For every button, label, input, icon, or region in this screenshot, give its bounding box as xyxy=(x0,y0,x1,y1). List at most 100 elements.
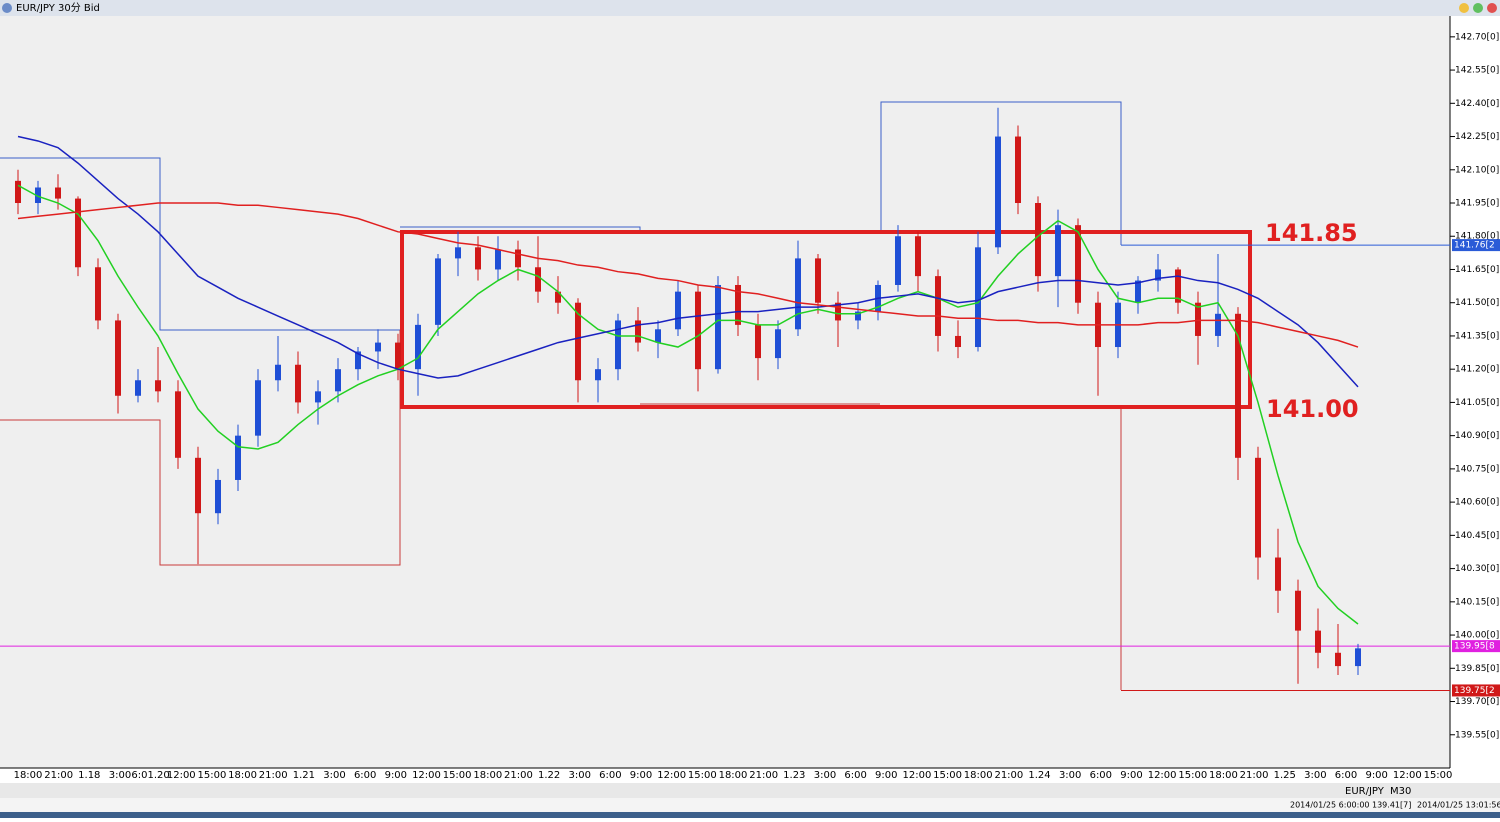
candle-body xyxy=(635,320,641,343)
candle-body xyxy=(1175,269,1181,303)
x-tick-label: 6:00 xyxy=(1335,770,1357,781)
candle-body xyxy=(315,391,321,403)
window-title: EUR/JPY 30分 Bid xyxy=(16,2,100,14)
candle-body xyxy=(695,291,701,370)
y-tick-label: 142.25[0] xyxy=(1455,132,1499,142)
y-tick-label: 142.10[0] xyxy=(1455,165,1499,175)
y-tick-label: 140.60[0] xyxy=(1455,498,1499,508)
candle-body xyxy=(355,351,361,370)
x-tick-label: 21:00 xyxy=(1240,770,1269,781)
y-tick-label: 140.30[0] xyxy=(1455,564,1499,574)
y-tick-label: 139.55[0] xyxy=(1455,730,1499,740)
scrollbar[interactable] xyxy=(0,783,1500,798)
candle-body xyxy=(1075,225,1081,303)
candle-body xyxy=(1055,225,1061,277)
x-tick-label: 21:00 xyxy=(749,770,778,781)
moving-average xyxy=(17,184,1359,625)
x-tick-label: 3:00 xyxy=(814,770,836,781)
candle-body xyxy=(655,329,661,343)
status-time: 2014/01/25 13:01:56 xyxy=(1417,801,1500,810)
range-boxes xyxy=(0,101,1252,690)
x-tick-label: 1.23 xyxy=(783,770,805,781)
candle-body xyxy=(1315,630,1321,653)
candle-body xyxy=(455,247,461,259)
x-tick-label: 3:00 xyxy=(1059,770,1081,781)
x-tick-label: 6:00 xyxy=(844,770,866,781)
candle-body xyxy=(15,180,21,204)
candle-body xyxy=(275,364,281,381)
highlight-box xyxy=(400,230,1252,409)
y-tick-label: 139.70[0] xyxy=(1455,697,1499,707)
candle-body xyxy=(95,267,101,321)
y-tick-label: 141.80[0] xyxy=(1455,232,1499,242)
x-tick-label: 15:00 xyxy=(197,770,226,781)
candle-body xyxy=(735,284,741,325)
candle-body xyxy=(555,291,561,303)
x-tick-label: 15:00 xyxy=(443,770,472,781)
max-button[interactable] xyxy=(1473,3,1483,13)
candle-body xyxy=(1015,136,1021,204)
annotation: 141.00 xyxy=(1266,395,1359,423)
candle-body xyxy=(895,236,901,285)
candle-body xyxy=(155,380,161,392)
x-tick-label: 1.22 xyxy=(538,770,560,781)
candle-body xyxy=(395,342,401,370)
x-tick-label: 21:00 xyxy=(44,770,73,781)
candle-body xyxy=(775,329,781,359)
candle-body xyxy=(995,136,1001,248)
candle-body xyxy=(575,302,581,381)
y-tick-label: 141.20[0] xyxy=(1455,365,1499,375)
x-tick-label: 12:00 xyxy=(167,770,196,781)
annotation: 141.85 xyxy=(1265,219,1358,247)
time-axis xyxy=(0,768,1500,783)
x-tick-label: 3:00 xyxy=(1304,770,1326,781)
status-symbol: EUR/JPY xyxy=(1345,786,1385,797)
min-button[interactable] xyxy=(1459,3,1469,13)
x-tick-label: 6:01.20 xyxy=(131,770,169,781)
x-tick-label: 3:00 xyxy=(109,770,131,781)
candle-body xyxy=(135,380,141,396)
x-tick-label: 18:00 xyxy=(473,770,502,781)
candle-body xyxy=(235,435,241,480)
x-tick-label: 9:00 xyxy=(1120,770,1142,781)
candle-body xyxy=(1355,648,1361,667)
candle-body xyxy=(1255,457,1261,558)
candle-body xyxy=(1335,652,1341,667)
range-box xyxy=(880,101,1122,245)
candle-body xyxy=(295,364,301,403)
status-bar xyxy=(0,798,1500,812)
x-tick-label: 9:00 xyxy=(385,770,407,781)
x-tick-label: 15:00 xyxy=(1178,770,1207,781)
candle-body xyxy=(215,479,221,514)
y-tick-label: 141.35[0] xyxy=(1455,331,1499,341)
y-tick-label: 141.05[0] xyxy=(1455,398,1499,408)
candle-body xyxy=(255,380,261,436)
x-tick-label: 18:00 xyxy=(719,770,748,781)
status-timeframe: M30 xyxy=(1390,786,1411,797)
candle-body xyxy=(795,258,801,330)
candle-body xyxy=(1275,557,1281,591)
x-tick-label: 12:00 xyxy=(657,770,686,781)
x-tick-label: 21:00 xyxy=(259,770,288,781)
close-button[interactable] xyxy=(1487,3,1497,13)
x-tick-label: 9:00 xyxy=(875,770,897,781)
x-tick-label: 18:00 xyxy=(14,770,43,781)
candle-body xyxy=(1295,590,1301,631)
x-tick-label: 15:00 xyxy=(1424,770,1453,781)
x-tick-label: 12:00 xyxy=(412,770,441,781)
candle-body xyxy=(435,258,441,325)
y-tick-label: 140.15[0] xyxy=(1455,597,1499,607)
candle-body xyxy=(475,247,481,270)
moving-average xyxy=(17,202,1359,348)
app-icon xyxy=(2,3,12,13)
x-tick-label: 1.21 xyxy=(293,770,315,781)
status-time: 2014/01/25 6:00:00 xyxy=(1290,801,1370,810)
y-tick-label: 140.00[0] xyxy=(1455,631,1499,641)
candle-body xyxy=(715,284,721,370)
range-box xyxy=(0,330,401,566)
y-tick-label: 141.50[0] xyxy=(1455,298,1499,308)
x-tick-label: 3:00 xyxy=(569,770,591,781)
candle-body xyxy=(1135,280,1141,303)
moving-average xyxy=(17,135,1359,388)
x-tick-label: 1.18 xyxy=(78,770,100,781)
